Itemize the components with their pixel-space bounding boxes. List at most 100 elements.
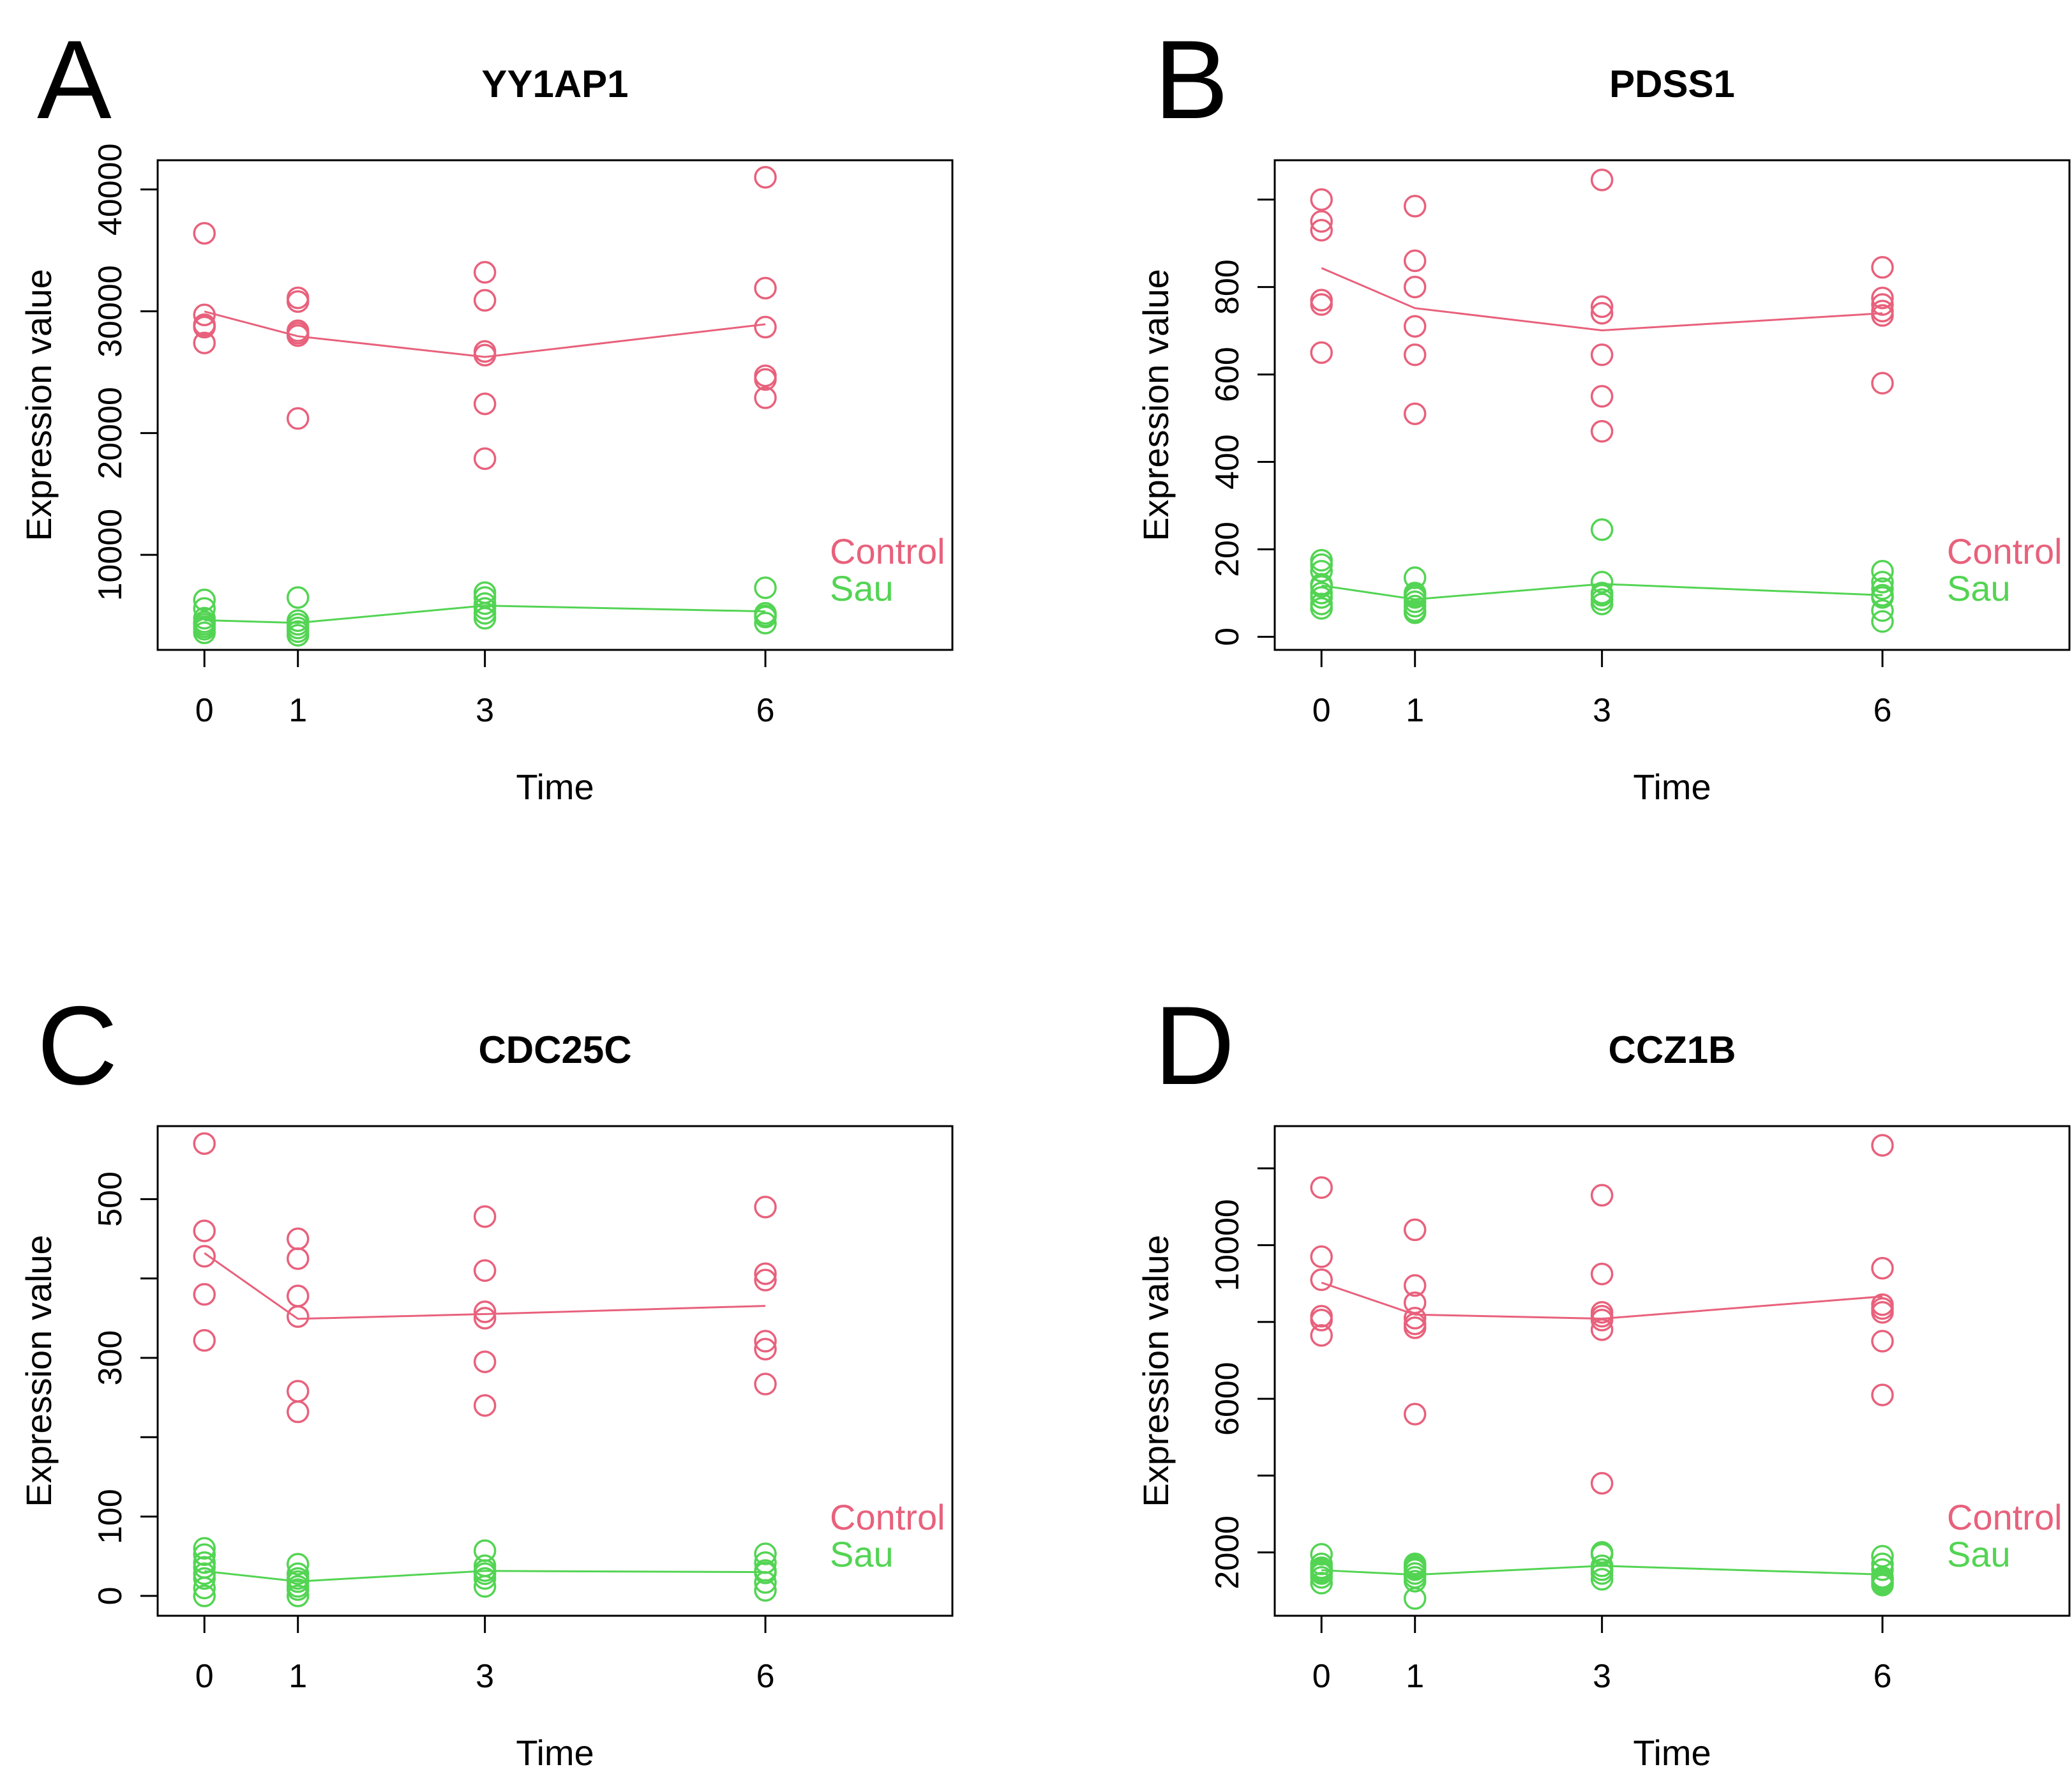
data-point-control xyxy=(193,315,216,339)
data-point-sau xyxy=(1871,599,1894,622)
x-axis-title: Time xyxy=(516,1733,594,1773)
y-tick-label: 30000 xyxy=(92,265,129,357)
data-point-sau xyxy=(1310,597,1333,620)
legend-label-sau: Sau xyxy=(1947,1534,2011,1574)
y-tick-label: 200 xyxy=(1209,522,1246,577)
data-point-control xyxy=(1403,1218,1427,1242)
y-tick-label: 0 xyxy=(92,1586,129,1605)
data-point-sau xyxy=(193,1537,216,1560)
data-point-control xyxy=(754,1330,777,1353)
data-point-control xyxy=(193,1132,216,1155)
legend-label-control: Control xyxy=(1947,531,2062,571)
x-tick-label: 6 xyxy=(756,1658,775,1695)
plot-box xyxy=(156,159,954,651)
data-point-control xyxy=(1590,1318,1614,1341)
panel-letter: C xyxy=(37,984,117,1108)
data-point-control xyxy=(754,386,777,409)
data-point-control xyxy=(1590,295,1614,319)
y-tick-label: 10000 xyxy=(92,509,129,601)
data-point-sau xyxy=(754,612,777,635)
panel-D: D CCZ1B 2000 6000 10000 0 1 3 6 Expression value T… xyxy=(1117,966,2072,1776)
data-point-control xyxy=(1310,1245,1333,1268)
data-point-sau xyxy=(1590,518,1614,541)
data-point-control xyxy=(1871,293,1894,316)
data-point-control xyxy=(1403,1403,1427,1426)
legend-label-sau: Sau xyxy=(830,1534,894,1574)
data-point-control xyxy=(754,165,777,189)
plot-box xyxy=(1273,1125,2071,1617)
y-tick-label: 800 xyxy=(1209,259,1246,315)
y-tick-label: 0 xyxy=(1209,628,1246,646)
plot-box xyxy=(1273,159,2071,651)
data-point-sau xyxy=(286,1584,310,1607)
chart-PDSS1: B PDSS1 0 200 400 600 800 0 1 3 6 Expression value T… xyxy=(1136,18,2071,807)
data-point-sau xyxy=(473,1575,497,1598)
data-point-sau xyxy=(1590,1568,1614,1591)
data-point-control xyxy=(1310,1268,1333,1291)
data-point-control xyxy=(1310,289,1333,312)
data-point-sau xyxy=(1871,1558,1894,1581)
data-point-sau xyxy=(193,1584,216,1607)
data-point-control xyxy=(473,289,497,312)
data-point-control xyxy=(1590,385,1614,408)
data-point-control xyxy=(1310,293,1333,316)
data-point-control xyxy=(286,290,310,313)
data-point-control xyxy=(473,343,497,367)
legend-label-control: Control xyxy=(830,1497,945,1537)
data-point-sau xyxy=(1871,586,1894,609)
data-point-control xyxy=(1590,1309,1614,1332)
y-tick-label: 100 xyxy=(92,1489,129,1544)
y-axis-title: Expression value xyxy=(19,1235,59,1507)
mean-line-sau xyxy=(1321,1565,1883,1576)
data-point-control xyxy=(1871,1301,1894,1324)
data-point-control xyxy=(1403,1307,1427,1330)
data-point-sau xyxy=(754,605,777,629)
data-point-control xyxy=(1590,169,1614,192)
data-point-control xyxy=(754,1373,777,1396)
data-point-control xyxy=(1590,419,1614,443)
x-tick-label: 6 xyxy=(756,692,775,729)
plot-box xyxy=(156,1125,954,1617)
chart-title: PDSS1 xyxy=(1609,63,1735,105)
data-point-control xyxy=(754,1268,777,1291)
data-point-control xyxy=(1403,249,1427,273)
data-point-control xyxy=(1871,1256,1894,1280)
data-point-control xyxy=(193,303,216,327)
x-axis-title: Time xyxy=(1633,767,1711,807)
data-point-control xyxy=(286,407,310,430)
data-point-control xyxy=(193,1283,216,1306)
data-point-control xyxy=(473,392,497,416)
x-tick-label: 1 xyxy=(1406,1658,1424,1695)
y-tick-label: 10000 xyxy=(1209,1199,1246,1291)
data-point-sau xyxy=(1310,1542,1333,1566)
y-axis-title: Expression value xyxy=(1136,269,1176,541)
mean-line-control xyxy=(204,1252,766,1320)
data-point-control xyxy=(1590,1262,1614,1286)
mean-line-sau xyxy=(1321,583,1883,601)
data-point-control xyxy=(1310,188,1333,211)
data-point-sau xyxy=(754,1542,777,1565)
data-point-sau xyxy=(754,576,777,599)
data-point-sau xyxy=(1871,559,1894,583)
data-point-control xyxy=(1871,256,1894,279)
data-point-sau xyxy=(1590,592,1614,615)
data-point-control xyxy=(1403,402,1427,425)
x-tick-label: 0 xyxy=(195,692,214,729)
data-point-sau xyxy=(1403,1570,1427,1593)
data-point-sau xyxy=(754,1571,777,1594)
x-axis-title: Time xyxy=(516,767,594,807)
x-tick-label: 0 xyxy=(195,1658,214,1695)
data-point-sau xyxy=(1403,1587,1427,1610)
y-axis-title: Expression value xyxy=(1136,1235,1176,1507)
panel-letter: D xyxy=(1154,984,1235,1108)
data-point-control xyxy=(1871,1330,1894,1353)
y-tick-label: 500 xyxy=(92,1171,129,1227)
chart-CDC25C: C CDC25C 0 100 300 500 0 1 3 6 Expression value Tim… xyxy=(19,984,954,1773)
data-point-control xyxy=(286,1284,310,1307)
data-point-control xyxy=(1403,1316,1427,1339)
data-point-sau xyxy=(286,1578,310,1601)
data-point-control xyxy=(1871,372,1894,395)
chart-title: YY1AP1 xyxy=(481,63,628,105)
legend-label-control: Control xyxy=(1947,1497,2062,1537)
